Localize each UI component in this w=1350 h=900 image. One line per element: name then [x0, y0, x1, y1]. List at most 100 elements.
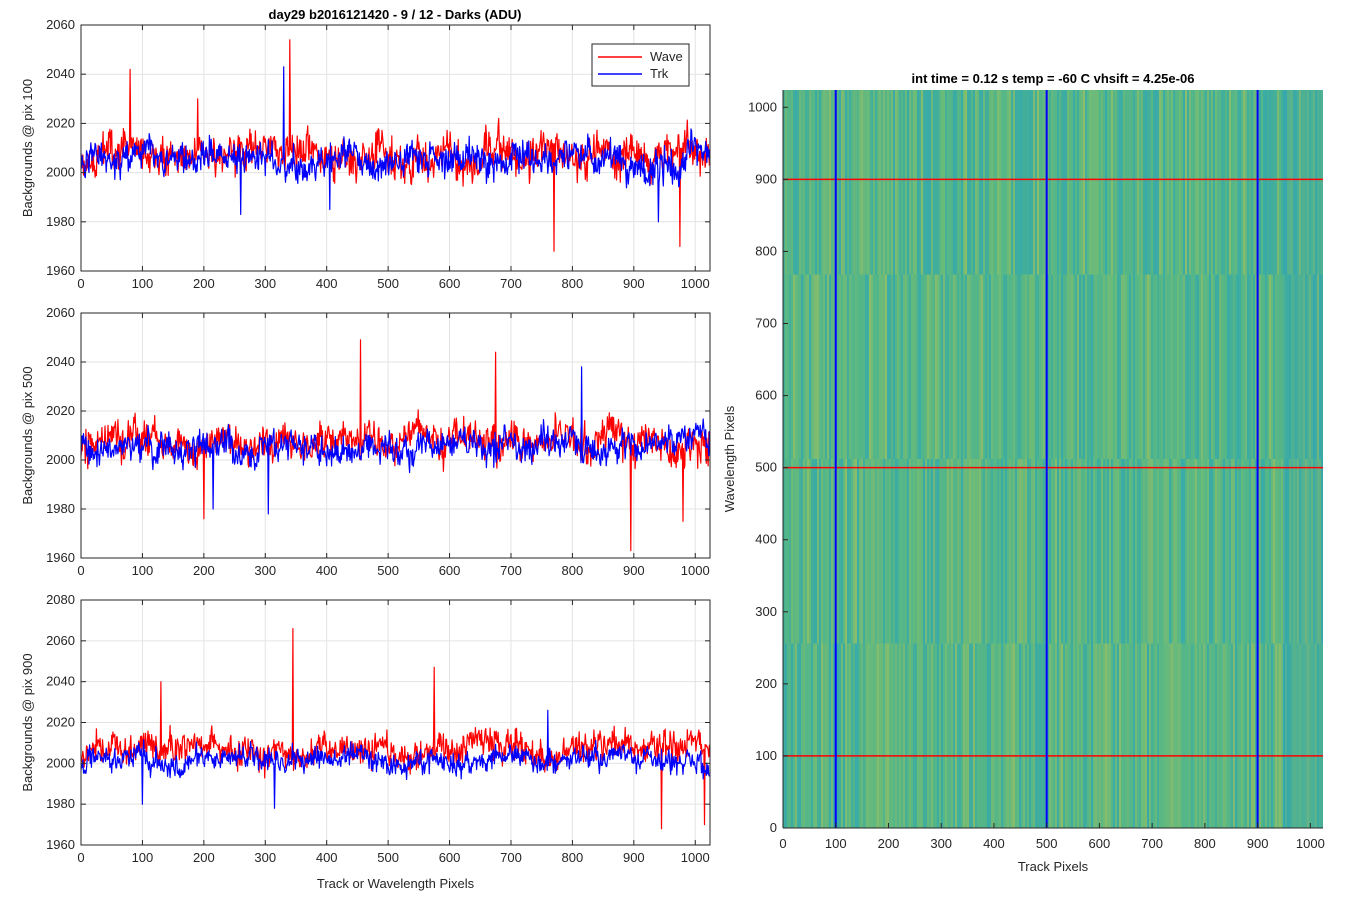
heatmap-streak [803, 643, 805, 828]
heatmap-streak [973, 643, 975, 828]
heatmap-streak [1169, 274, 1171, 459]
heatmap-streak [1099, 459, 1101, 644]
heatmap-streak [1221, 274, 1223, 459]
x-tick-label: 800 [562, 276, 584, 291]
heatmap-streak [1017, 643, 1019, 828]
heatmap-streak [1173, 643, 1175, 828]
heatmap-streak [797, 274, 799, 459]
heatmap-streak [1141, 274, 1143, 459]
y-tick-label: 1000 [748, 99, 777, 114]
heatmap-streak [1057, 643, 1059, 828]
heatmap-streak [877, 274, 879, 459]
heatmap-streak [1197, 643, 1199, 828]
heatmap-streak [1027, 459, 1029, 644]
heatmap-streak [1007, 643, 1009, 828]
heatmap-streak [1049, 459, 1051, 644]
heatmap-streak [799, 459, 801, 644]
heatmap-streak [789, 459, 791, 644]
heatmap-streak [1275, 459, 1277, 644]
heatmap-streak [893, 459, 895, 644]
heatmap-streak [1207, 459, 1209, 644]
heatmap-streak [1153, 274, 1155, 459]
heatmap-streak [805, 643, 807, 828]
heatmap-streak [865, 459, 867, 644]
heatmap-streak [865, 643, 867, 828]
heatmap-streak [811, 643, 813, 828]
heatmap-streak [825, 459, 827, 644]
heatmap-streak [849, 459, 851, 644]
heatmap-streak [1307, 459, 1309, 644]
heatmap-streak [1061, 90, 1063, 275]
heatmap-streak [1191, 643, 1193, 828]
heatmap-streak [1147, 643, 1149, 828]
heatmap-streak [971, 90, 973, 275]
heatmap-streak [1179, 90, 1181, 275]
heatmap-streak [1105, 643, 1107, 828]
heatmap-streak [1101, 274, 1103, 459]
x-tick-label: 600 [1089, 836, 1111, 851]
heatmap-streak [785, 459, 787, 644]
y-tick-label: 1980 [46, 214, 75, 229]
heatmap-streak [1109, 459, 1111, 644]
y-tick-label: 1960 [46, 837, 75, 852]
heatmap-streak [1121, 274, 1123, 459]
heatmap-streak [1113, 643, 1115, 828]
heatmap-streak [1231, 459, 1233, 644]
heatmap-streak [1019, 459, 1021, 644]
heatmap-streak [819, 459, 821, 644]
heatmap-streak [875, 643, 877, 828]
heatmap-streak [1269, 459, 1271, 644]
heatmap-streak [1225, 90, 1227, 275]
heatmap-streak [1255, 274, 1257, 459]
heatmap-streak [1125, 643, 1127, 828]
heatmap-streak [803, 274, 805, 459]
heatmap-streak [1205, 90, 1207, 275]
heatmap-streak [1119, 274, 1121, 459]
heatmap-streak [1149, 274, 1151, 459]
heatmap-streak [1267, 643, 1269, 828]
heatmap-streak [1245, 459, 1247, 644]
heatmap-streak [1093, 643, 1095, 828]
heatmap-streak [1013, 90, 1015, 275]
heatmap-streak [959, 459, 961, 644]
heatmap-streak [875, 90, 877, 275]
heatmap-streak [991, 90, 993, 275]
heatmap-streak [1255, 459, 1257, 644]
heatmap-streak [1243, 459, 1245, 644]
heatmap-streak [1067, 274, 1069, 459]
heatmap-streak [1049, 643, 1051, 828]
heatmap-streak [1179, 643, 1181, 828]
heatmap-streak [815, 90, 817, 275]
heatmap-streak [953, 274, 955, 459]
heatmap-streak [1107, 90, 1109, 275]
heatmap-streak [919, 274, 921, 459]
heatmap-streak [1217, 90, 1219, 275]
heatmap-streak [859, 90, 861, 275]
heatmap-streak [901, 643, 903, 828]
heatmap-streak [1121, 459, 1123, 644]
heatmap-streak [819, 643, 821, 828]
heatmap-streak [1229, 643, 1231, 828]
heatmap-streak [797, 459, 799, 644]
heatmap-streak [935, 459, 937, 644]
heatmap-streak [1135, 90, 1137, 275]
heatmap-streak [1029, 90, 1031, 275]
x-axis-label: Track or Wavelength Pixels [317, 876, 475, 891]
heatmap-streak [785, 90, 787, 275]
heatmap-streak [891, 643, 893, 828]
heatmap-streak [1277, 90, 1279, 275]
heatmap-streak [1189, 90, 1191, 275]
heatmap-streak [1115, 274, 1117, 459]
heatmap-streak [1251, 274, 1253, 459]
heatmap-streak [793, 90, 795, 275]
heatmap-streak [815, 643, 817, 828]
heatmap-streak [1077, 459, 1079, 644]
heatmap-streak [1105, 274, 1107, 459]
heatmap-streak [973, 274, 975, 459]
heatmap-streak [1085, 90, 1087, 275]
heatmap-streak [855, 643, 857, 828]
line-plot-pix-500: 0 100 200 300 400 500 600 700 800 900 1000 1960 1980… [20, 305, 711, 578]
heatmap-streak [1099, 274, 1101, 459]
heatmap-streak [1131, 90, 1133, 275]
heatmap-streak [787, 459, 789, 644]
